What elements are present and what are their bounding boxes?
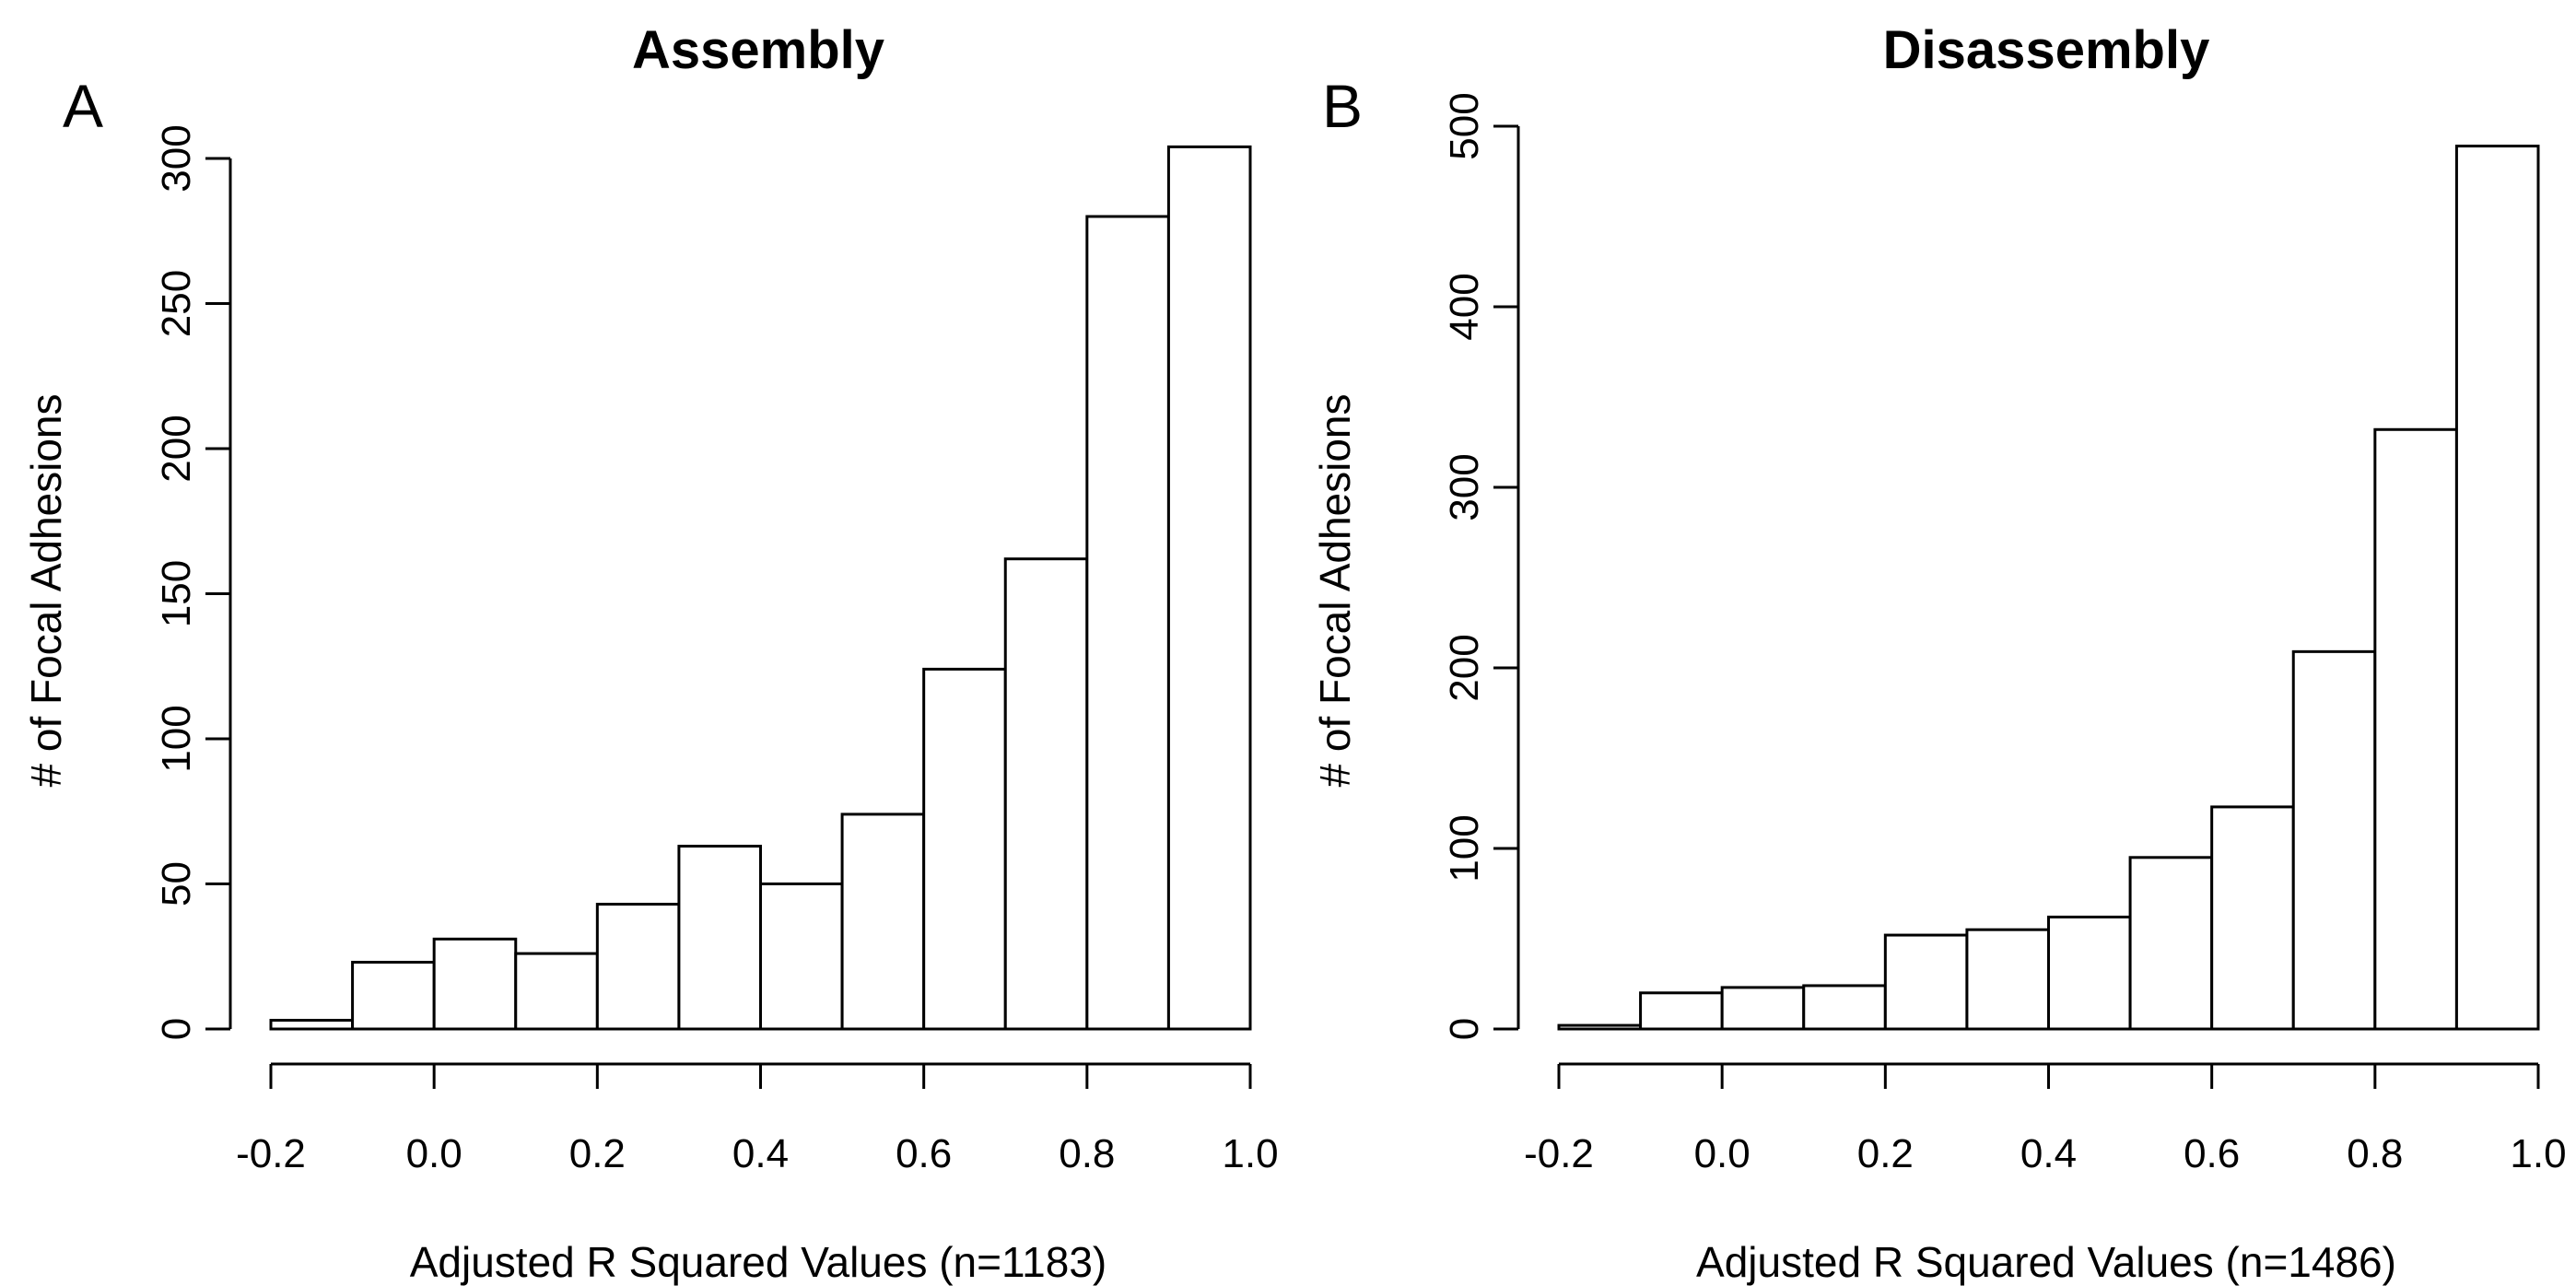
x-axis: -0.2 0.0 0.2 0.4 0.6 0.8 1.0	[1524, 1062, 2567, 1176]
x-tick-label: 0.4	[2020, 1131, 2077, 1176]
y-tick-label: 200	[154, 415, 199, 482]
x-tick-label: 1.0	[1222, 1131, 1278, 1176]
bar	[1802, 984, 1887, 1031]
y-axis: 0 50 100 150 200 250 300	[154, 124, 232, 1040]
bar	[1965, 928, 2051, 1031]
histogram-bars	[269, 145, 1252, 1031]
bar	[2210, 805, 2295, 1031]
y-tick-label: 50	[154, 861, 199, 906]
bar	[2128, 856, 2214, 1031]
bar	[759, 883, 844, 1031]
bar	[1557, 1023, 1643, 1031]
bar	[677, 845, 763, 1031]
x-tick-label: 0.0	[1694, 1131, 1751, 1176]
bar	[2373, 427, 2458, 1031]
x-axis-label: Adjusted R Squared Values (n=1486)	[1696, 1238, 2396, 1286]
bar	[269, 1019, 355, 1031]
x-tick-label: 0.8	[2347, 1131, 2403, 1176]
y-tick-label: 500	[1442, 92, 1487, 159]
bar	[2047, 915, 2132, 1031]
y-tick-label: 200	[1442, 634, 1487, 701]
panel-label: A	[63, 72, 103, 140]
x-tick-label: 0.0	[406, 1131, 463, 1176]
bar	[1003, 557, 1089, 1031]
y-tick-label: 100	[154, 705, 199, 772]
bar	[1085, 215, 1170, 1031]
y-tick-label: 0	[154, 1018, 199, 1040]
y-tick-label: 250	[154, 270, 199, 337]
bar	[1883, 933, 1969, 1031]
panel-assembly: A Assembly Adjusted R Squared Values (n=…	[22, 20, 1279, 1286]
chart-title: Assembly	[632, 20, 884, 80]
y-tick-label: 300	[1442, 453, 1487, 520]
bar	[351, 961, 436, 1031]
y-axis-label: # of Focal Adhesions	[22, 393, 70, 787]
panel-disassembly: B Disassembly Adjusted R Squared Values …	[1311, 20, 2567, 1286]
bar	[840, 813, 926, 1031]
y-tick-label: 0	[1442, 1018, 1487, 1040]
y-axis-label: # of Focal Adhesions	[1311, 393, 1359, 787]
bar	[2291, 649, 2377, 1031]
x-tick-label: -0.2	[236, 1131, 306, 1176]
x-tick-label: 0.4	[732, 1131, 789, 1176]
bar	[595, 903, 681, 1031]
bar	[2454, 145, 2540, 1031]
x-axis: -0.2 0.0 0.2 0.4 0.6 0.8 1.0	[236, 1062, 1279, 1176]
x-tick-label: 0.6	[896, 1131, 952, 1176]
y-tick-label: 400	[1442, 273, 1487, 340]
bar	[432, 937, 518, 1031]
y-axis: 0 100 200 300 400 500	[1442, 92, 1520, 1040]
y-tick-label: 100	[1442, 814, 1487, 882]
x-tick-label: 0.2	[1857, 1131, 1914, 1176]
y-tick-label: 300	[154, 124, 199, 192]
bar	[922, 667, 1007, 1031]
bar	[1639, 991, 1724, 1031]
bar	[1166, 145, 1252, 1031]
histogram-bars	[1557, 145, 2540, 1031]
x-axis-label: Adjusted R Squared Values (n=1183)	[410, 1238, 1107, 1286]
bar	[514, 952, 599, 1031]
x-tick-label: 1.0	[2510, 1131, 2566, 1176]
bar	[1720, 986, 1806, 1031]
x-tick-label: 0.6	[2184, 1131, 2240, 1176]
panel-label: B	[1322, 72, 1363, 140]
chart-title: Disassembly	[1883, 20, 2210, 80]
x-tick-label: -0.2	[1524, 1131, 1594, 1176]
x-tick-label: 0.8	[1059, 1131, 1115, 1176]
x-tick-label: 0.2	[569, 1131, 626, 1176]
y-tick-label: 150	[154, 560, 199, 627]
